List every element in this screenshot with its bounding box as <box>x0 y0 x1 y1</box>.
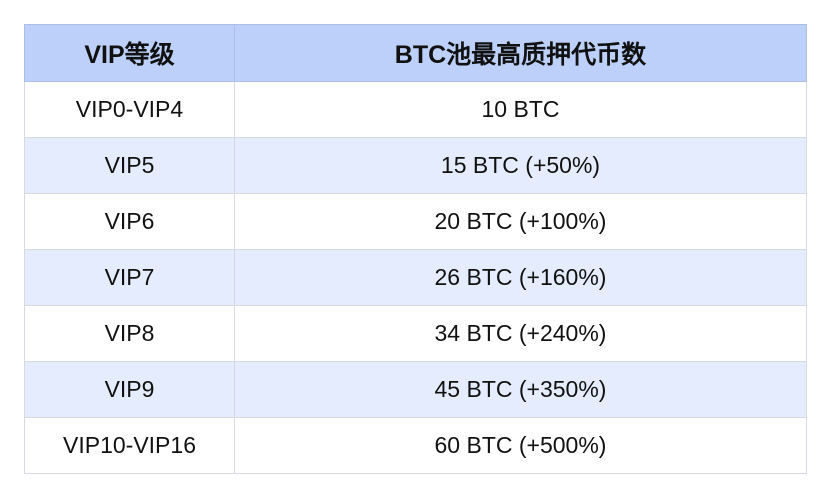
table-row: VIP0-VIP4 10 BTC <box>24 81 807 138</box>
max-stake-cell: 10 BTC <box>234 81 807 138</box>
max-stake-cell: 20 BTC (+100%) <box>234 193 807 250</box>
header-max-stake: BTC池最高质押代币数 <box>234 24 807 82</box>
max-stake-cell: 45 BTC (+350%) <box>234 361 807 418</box>
vip-level-cell: VIP10-VIP16 <box>24 417 235 474</box>
table-row: VIP7 26 BTC (+160%) <box>24 249 807 306</box>
vip-level-cell: VIP7 <box>24 249 235 306</box>
max-stake-cell: 15 BTC (+50%) <box>234 137 807 194</box>
max-stake-cell: 26 BTC (+160%) <box>234 249 807 306</box>
vip-level-cell: VIP5 <box>24 137 235 194</box>
vip-level-cell: VIP8 <box>24 305 235 362</box>
table-row: VIP8 34 BTC (+240%) <box>24 305 807 362</box>
max-stake-cell: 34 BTC (+240%) <box>234 305 807 362</box>
header-row: VIP等级 BTC池最高质押代币数 <box>24 24 807 82</box>
max-stake-cell: 60 BTC (+500%) <box>234 417 807 474</box>
vip-btc-pool-table: VIP等级 BTC池最高质押代币数 VIP0-VIP4 10 BTC VIP5 15 … <box>24 24 807 474</box>
header-vip-level: VIP等级 <box>24 24 235 82</box>
vip-level-cell: VIP6 <box>24 193 235 250</box>
table-row: VIP6 20 BTC (+100%) <box>24 193 807 250</box>
table-row: VIP9 45 BTC (+350%) <box>24 361 807 418</box>
vip-level-cell: VIP9 <box>24 361 235 418</box>
vip-level-cell: VIP0-VIP4 <box>24 81 235 138</box>
table-row: VIP10-VIP16 60 BTC (+500%) <box>24 417 807 474</box>
table-row: VIP5 15 BTC (+50%) <box>24 137 807 194</box>
